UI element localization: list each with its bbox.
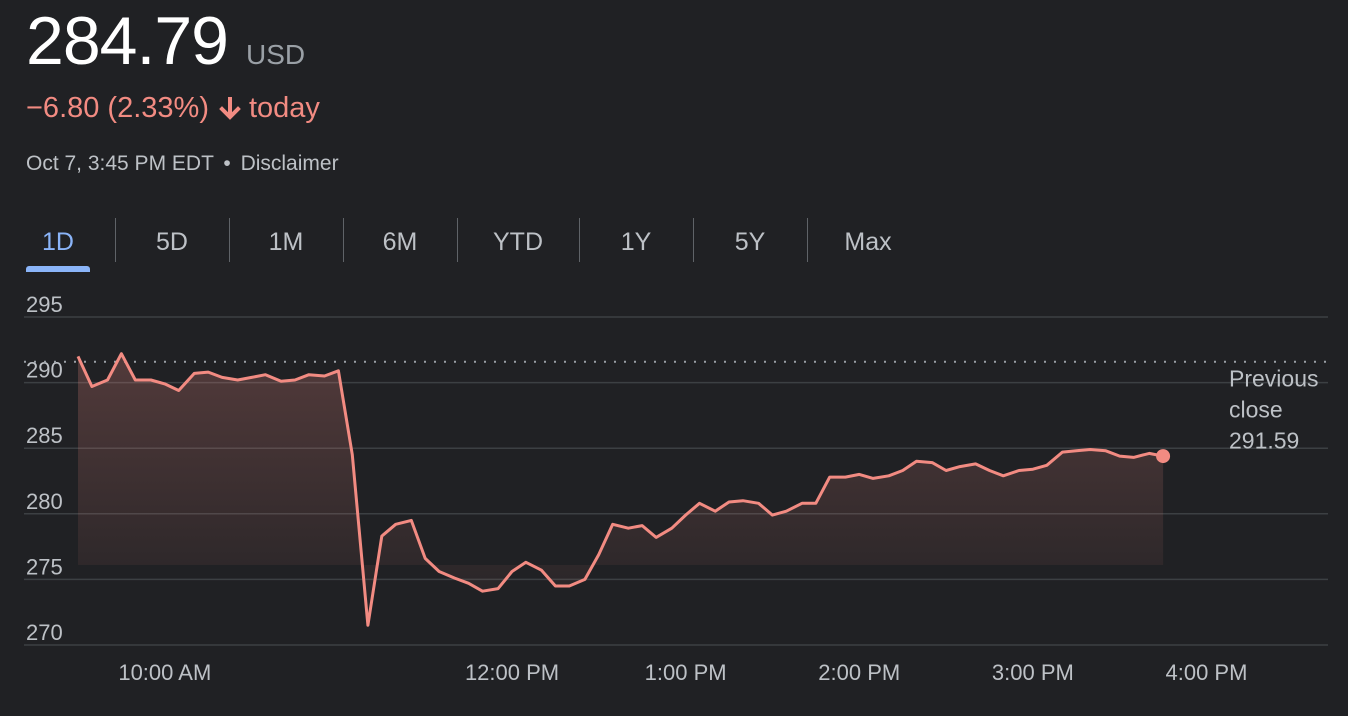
price-change: −6.80 (2.33%) today — [26, 92, 320, 125]
tab-divider — [579, 218, 580, 262]
x-tick-label: 3:00 PM — [992, 660, 1074, 685]
tab-5y[interactable]: 5Y — [710, 212, 790, 272]
previous-close-label: close — [1229, 397, 1283, 423]
meta-separator: • — [223, 152, 231, 175]
arrow-down-icon — [219, 96, 241, 121]
tab-label: 6M — [382, 227, 418, 256]
change-value: −6.80 (2.33%) — [26, 92, 209, 124]
tab-1y[interactable]: 1Y — [596, 212, 676, 272]
active-tab-indicator — [26, 266, 90, 272]
x-tick-label: 2:00 PM — [818, 660, 900, 685]
tab-label: Max — [844, 227, 892, 256]
current-price: 284.79 — [26, 3, 229, 79]
tab-divider — [229, 218, 230, 262]
time-range-tabs: 1D 5D 1M 6M YTD 1Y 5Y Max — [0, 212, 1348, 272]
currency-label: USD — [245, 39, 306, 70]
tab-divider — [115, 218, 116, 262]
price-header: 284.79 USD — [26, 2, 305, 80]
y-tick-label: 295 — [26, 292, 63, 317]
x-tick-label: 10:00 AM — [118, 660, 211, 685]
x-tick-label: 1:00 PM — [645, 660, 727, 685]
quote-timestamp: Oct 7, 3:45 PM EDT — [26, 152, 214, 175]
change-period: today — [248, 92, 320, 124]
tab-max[interactable]: Max — [826, 212, 910, 272]
tab-divider — [693, 218, 694, 262]
x-tick-label: 4:00 PM — [1166, 660, 1248, 685]
tab-6m[interactable]: 6M — [360, 212, 440, 272]
tab-label: 5Y — [734, 227, 766, 256]
tab-divider — [343, 218, 344, 262]
tab-label: 1D — [42, 227, 74, 256]
y-tick-label: 270 — [26, 620, 63, 645]
tab-divider — [807, 218, 808, 262]
tab-label: 1Y — [620, 227, 652, 256]
y-tick-label: 275 — [26, 554, 63, 579]
y-tick-label: 280 — [26, 489, 63, 514]
previous-close-label: Previous — [1229, 366, 1318, 392]
previous-close-label: 291.59 — [1229, 428, 1299, 454]
price-area-fill — [78, 353, 1164, 626]
price-line — [76, 352, 1164, 627]
tab-5d[interactable]: 5D — [132, 212, 212, 272]
tab-label: YTD — [493, 227, 543, 256]
disclaimer-link[interactable]: Disclaimer — [240, 152, 339, 175]
tab-ytd[interactable]: YTD — [474, 212, 562, 272]
tab-1d[interactable]: 1D — [26, 212, 90, 272]
y-tick-label: 285 — [26, 423, 63, 448]
last-price-marker — [1156, 449, 1171, 464]
tab-divider — [457, 218, 458, 262]
tab-1m[interactable]: 1M — [246, 212, 326, 272]
tab-label: 1M — [268, 227, 304, 256]
quote-meta: Oct 7, 3:45 PM EDT • Disclaimer — [26, 152, 339, 176]
tab-label: 5D — [156, 227, 188, 256]
x-tick-label: 12:00 PM — [465, 660, 559, 685]
